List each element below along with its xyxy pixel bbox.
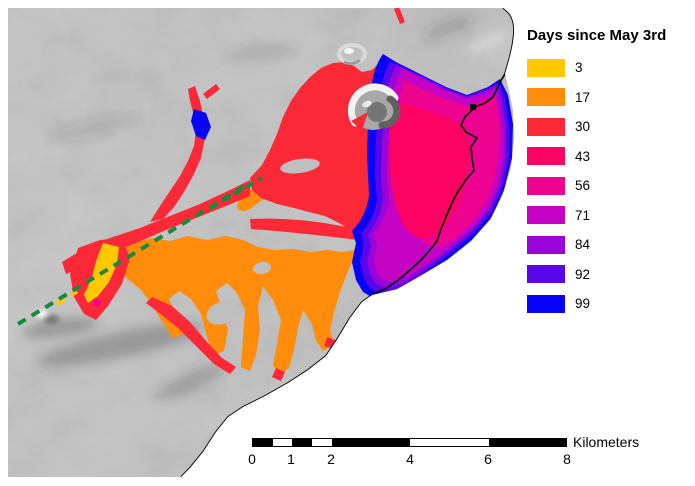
legend-item-label: 92 bbox=[575, 266, 591, 282]
scale-tick-label: 8 bbox=[563, 451, 571, 467]
legend-item-label: 71 bbox=[575, 207, 591, 223]
legend-row: 92 bbox=[527, 260, 692, 290]
fissure-day3-dash bbox=[56, 290, 78, 306]
lava-day99-pocket bbox=[191, 109, 211, 140]
kipukas bbox=[173, 125, 320, 369]
legend-swatch bbox=[527, 88, 565, 107]
legend-swatch bbox=[527, 235, 565, 254]
scale-tick-label: 0 bbox=[248, 451, 256, 467]
legend-item-label: 17 bbox=[575, 89, 591, 105]
legend-row: 30 bbox=[527, 112, 692, 142]
legend-swatch bbox=[527, 265, 565, 284]
scale-bar-segment bbox=[273, 439, 292, 446]
scale-tick-label: 2 bbox=[327, 451, 335, 467]
scale-bar-segment bbox=[410, 439, 489, 446]
legend-item-label: 3 bbox=[575, 60, 583, 76]
legend-swatch bbox=[527, 206, 565, 225]
legend-title: Days since May 3rd bbox=[527, 27, 667, 44]
crater bbox=[347, 83, 401, 131]
lava-day17-flow-field bbox=[107, 236, 362, 375]
scale-tick-label: 6 bbox=[484, 451, 492, 467]
scale-tick-label: 4 bbox=[406, 451, 414, 467]
legend-item-label: 99 bbox=[575, 296, 591, 312]
scale-bar-segments bbox=[252, 438, 567, 447]
legend: Days since May 3rd 3 17 30 43 56 bbox=[527, 27, 692, 319]
legend-row: 3 bbox=[527, 53, 692, 83]
lava-day56-dot bbox=[93, 299, 101, 307]
point-marker bbox=[470, 104, 476, 110]
scale-bar-units-label: Kilometers bbox=[573, 434, 640, 450]
scale-bar-segment bbox=[253, 439, 273, 446]
lava-day43-core bbox=[389, 103, 470, 238]
legend-item-label: 30 bbox=[575, 119, 591, 135]
former-coastline bbox=[372, 73, 506, 295]
legend-row: 17 bbox=[527, 83, 692, 113]
scale-bar-segment bbox=[292, 439, 312, 446]
legend-row: 56 bbox=[527, 171, 692, 201]
scale-tick-label: 1 bbox=[287, 451, 295, 467]
legend-item-label: 43 bbox=[575, 148, 591, 164]
small-cone bbox=[337, 43, 367, 65]
legend-swatch bbox=[527, 294, 565, 313]
legend-swatch bbox=[527, 147, 565, 166]
legend-items: 3 17 30 43 56 71 bbox=[527, 53, 692, 319]
scale-bar-segment bbox=[332, 439, 410, 446]
scale-bar: 0 1 2 4 6 8 Kilometers bbox=[248, 434, 672, 476]
fissure-line bbox=[16, 176, 263, 326]
legend-item-label: 84 bbox=[575, 237, 591, 253]
legend-row: 84 bbox=[527, 230, 692, 260]
legend-swatch bbox=[527, 176, 565, 195]
legend-swatch bbox=[527, 58, 565, 77]
legend-row: 43 bbox=[527, 142, 692, 172]
scale-bar-segment bbox=[489, 439, 566, 446]
legend-swatch bbox=[527, 117, 565, 136]
legend-item-label: 56 bbox=[575, 178, 591, 194]
scale-bar-segment bbox=[312, 439, 332, 446]
legend-row: 71 bbox=[527, 201, 692, 231]
legend-row: 99 bbox=[527, 289, 692, 319]
